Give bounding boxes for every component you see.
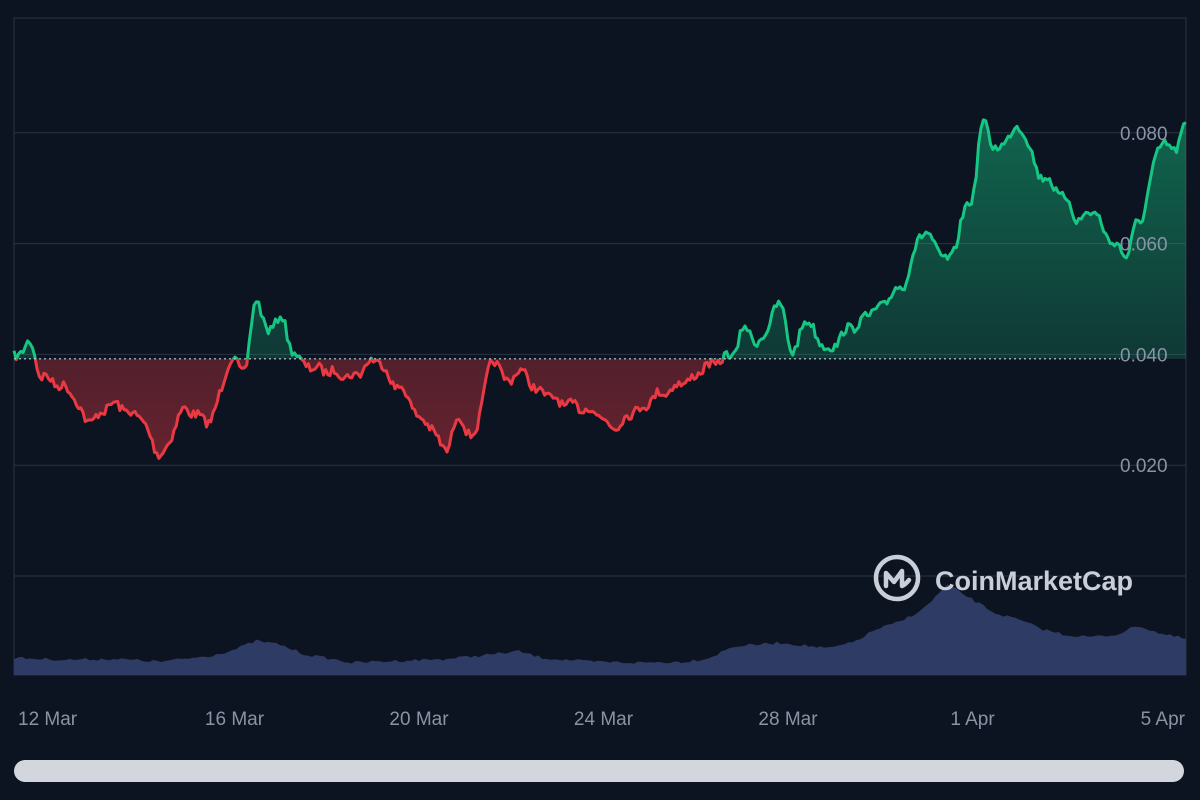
watermark-text: CoinMarketCap xyxy=(935,566,1133,596)
coinmarketcap-logo-icon xyxy=(873,554,921,602)
x-axis-tick-labels: 12 Mar 16 Mar 20 Mar 24 Mar 28 Mar 1 Apr 5 Apr xyxy=(18,709,1186,730)
volume-area-shape xyxy=(14,584,1186,675)
price-area-below-baseline xyxy=(16,358,724,459)
chart-range-scrollbar[interactable] xyxy=(14,760,1184,782)
price-area-above-baseline xyxy=(14,119,1186,359)
watermark: CoinMarketCap xyxy=(873,554,1133,602)
x-tick-label: 16 Mar xyxy=(205,709,265,730)
price-line-up[interactable] xyxy=(12,118,1187,459)
y-tick-label: 0.060 xyxy=(1120,235,1168,256)
price-area-fill xyxy=(14,119,1186,459)
price-chart-svg[interactable]: CoinMarketCap 0.020 0.040 0.060 0.080 12 Ma… xyxy=(0,0,1200,760)
x-tick-label: 12 Mar xyxy=(18,709,78,730)
y-tick-label: 0.040 xyxy=(1120,345,1168,366)
y-tick-label: 0.080 xyxy=(1120,124,1168,145)
x-tick-label: 20 Mar xyxy=(389,709,449,730)
y-axis-tick-labels: 0.020 0.040 0.060 0.080 xyxy=(1120,124,1168,477)
y-tick-label: 0.020 xyxy=(1120,456,1168,477)
price-line-down[interactable] xyxy=(14,120,1186,460)
x-tick-label: 24 Mar xyxy=(574,709,634,730)
x-tick-label: 5 Apr xyxy=(1141,709,1186,730)
volume-area xyxy=(14,584,1186,675)
x-tick-label: 1 Apr xyxy=(950,709,995,730)
price-line xyxy=(12,118,1187,460)
x-tick-label: 28 Mar xyxy=(758,709,818,730)
